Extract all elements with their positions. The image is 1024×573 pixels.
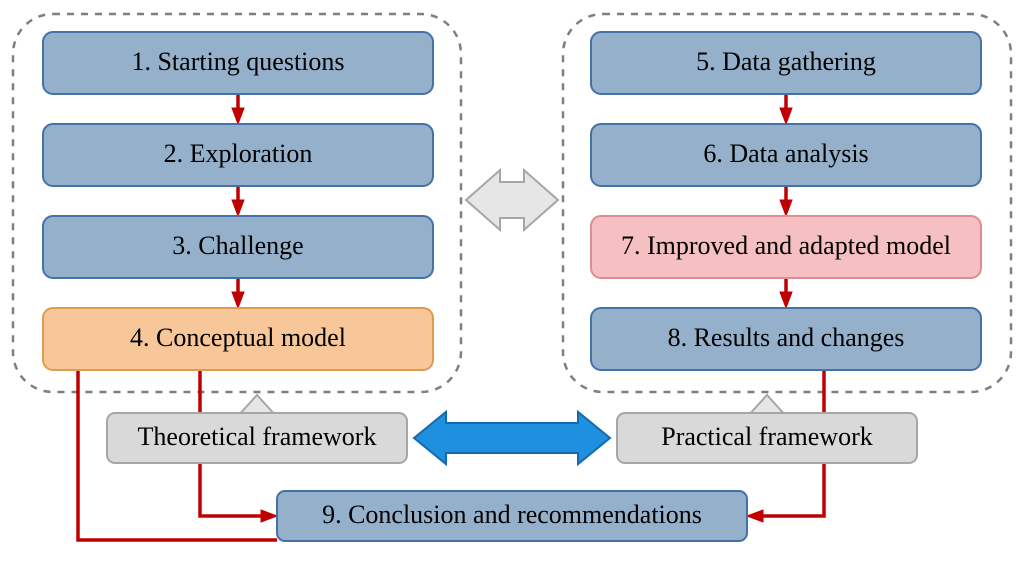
flow-arrow-head xyxy=(780,200,792,216)
flow-arrow-head xyxy=(780,108,792,124)
flow-arrow-head xyxy=(232,200,244,216)
right-step-7-label: 7. Improved and adapted model xyxy=(621,231,951,260)
left-step-4: 4. Conceptual model xyxy=(43,308,433,370)
flow-arrow-head xyxy=(232,108,244,124)
left-step-3-label: 3. Challenge xyxy=(172,231,303,260)
left-step-4-label: 4. Conceptual model xyxy=(130,323,346,352)
left-step-2-label: 2. Exploration xyxy=(164,139,313,168)
left-step-3: 3. Challenge xyxy=(43,216,433,278)
left-step-1: 1. Starting questions xyxy=(43,32,433,94)
flow-arrow-head xyxy=(747,510,763,522)
right-step-8: 8. Results and changes xyxy=(591,308,981,370)
diagram-canvas: 1. Starting questions 2. Exploration 3. Ch… xyxy=(0,0,1024,573)
bidir-arrow-blue xyxy=(414,412,610,464)
conclusion-box-label: 9. Conclusion and recommendations xyxy=(322,500,702,529)
right-step-7: 7. Improved and adapted model xyxy=(591,216,981,278)
theoretical-framework: Theoretical framework xyxy=(107,413,407,463)
right-step-8-label: 8. Results and changes xyxy=(668,323,905,352)
right-step-6: 6. Data analysis xyxy=(591,124,981,186)
right-step-5-label: 5. Data gathering xyxy=(696,47,876,76)
bidir-arrow-gray xyxy=(466,170,558,230)
left-step-2: 2. Exploration xyxy=(43,124,433,186)
theoretical-framework-label: Theoretical framework xyxy=(138,422,377,451)
right-step-6-label: 6. Data analysis xyxy=(703,139,868,168)
practical-framework: Practical framework xyxy=(617,413,917,463)
flow-arrow-head xyxy=(780,292,792,308)
practical-framework-label: Practical framework xyxy=(661,422,873,451)
left-step-1-label: 1. Starting questions xyxy=(131,47,344,76)
flow-arrow-head xyxy=(261,510,277,522)
flow-arrow-head xyxy=(232,292,244,308)
right-step-5: 5. Data gathering xyxy=(591,32,981,94)
conclusion-box: 9. Conclusion and recommendations xyxy=(277,491,747,541)
